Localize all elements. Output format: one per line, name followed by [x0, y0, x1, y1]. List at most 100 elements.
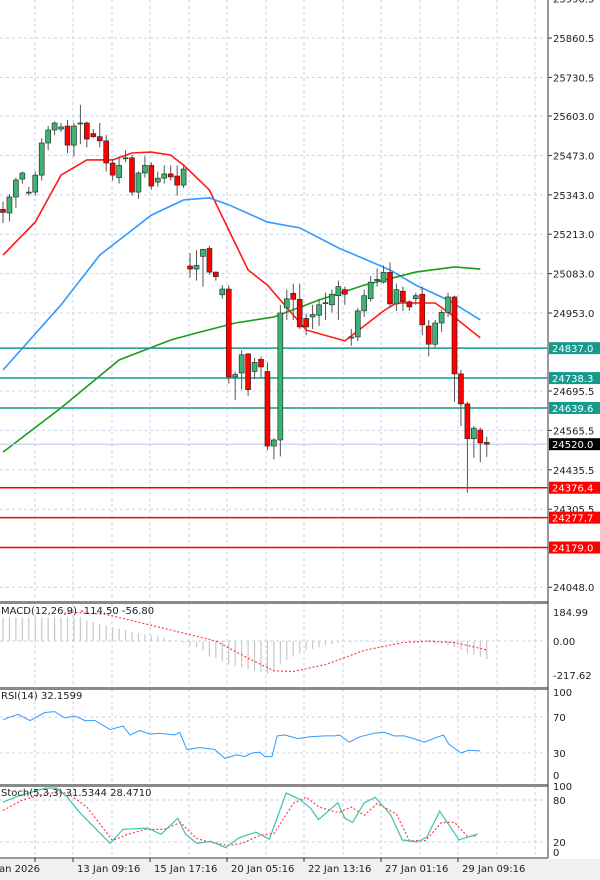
bullish-candle: [393, 289, 400, 305]
bearish-candle: [290, 293, 297, 300]
time-tick-label: 27 Jan 01:16: [385, 864, 448, 875]
price-tick-label: 24048.0: [553, 583, 594, 594]
bearish-candle: [0, 209, 6, 213]
bearish-candle: [109, 162, 116, 176]
bearish-candle: [296, 299, 303, 328]
bearish-candle: [174, 175, 180, 186]
price-tick-label: 25860.5: [553, 34, 594, 45]
bullish-candle: [13, 179, 19, 198]
level-price-tag: [549, 372, 600, 385]
bullish-candle: [367, 281, 374, 300]
bearish-candle: [400, 290, 406, 303]
bullish-candle: [380, 272, 387, 283]
bid-price-tag: [549, 438, 600, 451]
bullish-candle: [309, 314, 316, 318]
bullish-candle: [354, 310, 361, 338]
level-price-label: 24277.7: [552, 514, 593, 525]
stoch-tick-label: 0: [553, 848, 559, 859]
bullish-candle: [155, 177, 161, 183]
stoch-main-line: [2, 787, 478, 849]
level-price-tag: [549, 481, 600, 494]
rsi-tick-label: 70: [553, 713, 566, 724]
bullish-candle: [51, 122, 58, 131]
price-tick-label: 24565.5: [553, 426, 594, 437]
bullish-candle: [329, 293, 335, 306]
bullish-candle: [251, 362, 258, 372]
bearish-candle: [419, 293, 426, 326]
bearish-candle: [129, 157, 135, 193]
time-tick-label: Jan 2026: [0, 864, 40, 875]
bearish-candle: [96, 136, 103, 142]
stoch-title: Stoch(5,3,3) 31.5344 28.4710: [1, 788, 152, 799]
bullish-candle: [142, 165, 148, 174]
price-tick-label: 25213.0: [553, 230, 594, 241]
bullish-candle: [71, 125, 77, 146]
bullish-candle: [122, 157, 129, 160]
price-tick-label: 24953.0: [553, 309, 594, 320]
price-tick-label: 25343.0: [553, 191, 594, 202]
moving-average-line: [2, 151, 481, 342]
panel-divider: [0, 784, 548, 787]
bearish-candle: [464, 403, 471, 440]
bullish-candle: [135, 172, 142, 193]
time-tick-label: 15 Jan 17:16: [154, 864, 217, 875]
price-tick-label: 24435.5: [553, 466, 594, 477]
time-tick-label: 22 Jan 13:16: [308, 864, 371, 875]
bearish-candle: [458, 373, 464, 405]
bullish-candle: [322, 302, 329, 304]
bearish-candle: [213, 271, 219, 277]
price-tick-label: 25730.5: [553, 73, 594, 84]
bearish-candle: [342, 289, 348, 295]
panel-divider: [0, 601, 548, 604]
macd-tick-label: 184.99: [553, 608, 588, 619]
moving-average-line: [2, 197, 481, 371]
bullish-candle: [471, 427, 477, 440]
bearish-candle: [264, 371, 271, 447]
bearish-candle: [387, 272, 393, 305]
time-axis-background: [0, 859, 600, 880]
bearish-candle: [303, 318, 309, 328]
level-price-label: 24639.6: [552, 404, 593, 415]
stoch-signal-line: [2, 792, 478, 847]
panel-divider: [0, 687, 548, 690]
bullish-candle: [238, 354, 245, 374]
bullish-candle: [232, 374, 238, 378]
bullish-candle: [219, 288, 226, 296]
macd-title: MACD(12,26,9) -114.50 -56.80: [1, 606, 154, 617]
level-price-label: 24837.0: [552, 344, 593, 355]
bullish-candle: [316, 304, 322, 316]
bullish-candle: [445, 296, 451, 313]
bullish-candle: [200, 249, 206, 257]
bearish-candle: [225, 288, 232, 378]
bearish-candle: [451, 296, 458, 375]
level-price-label: 24376.4: [552, 484, 593, 495]
macd-signal-line: [67, 611, 487, 673]
bullish-candle: [374, 279, 380, 281]
level-price-tag: [549, 511, 600, 524]
bearish-candle: [187, 265, 193, 270]
bearish-candle: [90, 133, 97, 137]
bullish-candle: [19, 172, 26, 180]
level-price-label: 24738.3: [552, 374, 593, 385]
price-tick-label: 24695.5: [553, 387, 594, 398]
macd-tick-label: -217.62: [553, 671, 592, 682]
time-tick-label: 20 Jan 05:16: [231, 864, 294, 875]
bullish-candle: [335, 286, 342, 297]
bearish-candle: [167, 173, 174, 178]
rsi-title: RSI(14) 32.1599: [1, 691, 82, 702]
bullish-candle: [77, 122, 84, 125]
bearish-candle: [103, 140, 109, 164]
bearish-candle: [64, 125, 71, 146]
time-tick-label: 13 Jan 09:16: [77, 864, 140, 875]
bullish-candle: [348, 336, 355, 339]
rsi-line: [2, 711, 481, 759]
bearish-candle: [425, 325, 432, 345]
bearish-candle: [477, 429, 484, 444]
stoch-tick-label: 80: [553, 796, 566, 807]
bullish-candle: [32, 174, 39, 193]
bullish-candle: [412, 295, 419, 300]
bullish-candle: [438, 312, 445, 324]
bullish-candle: [193, 265, 200, 270]
bearish-candle: [258, 359, 264, 368]
